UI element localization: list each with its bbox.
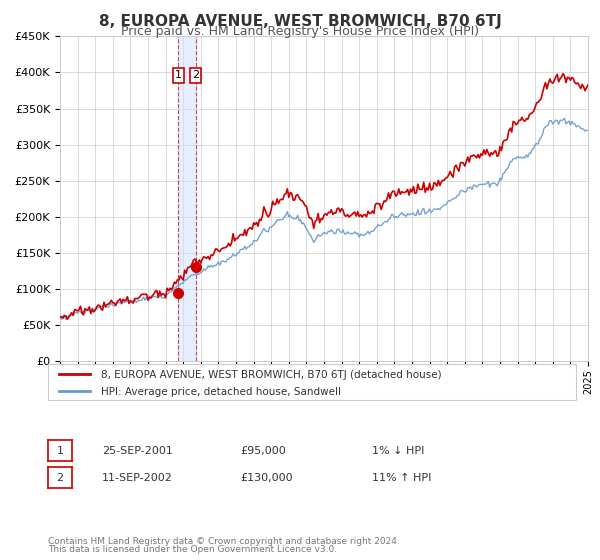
Text: 2: 2 — [192, 71, 199, 81]
Text: Price paid vs. HM Land Registry's House Price Index (HPI): Price paid vs. HM Land Registry's House … — [121, 25, 479, 38]
Text: HPI: Average price, detached house, Sandwell: HPI: Average price, detached house, Sand… — [101, 387, 341, 397]
Text: 1: 1 — [175, 71, 182, 81]
Text: £95,000: £95,000 — [240, 446, 286, 456]
Text: 8, EUROPA AVENUE, WEST BROMWICH, B70 6TJ: 8, EUROPA AVENUE, WEST BROMWICH, B70 6TJ — [98, 14, 502, 29]
Text: This data is licensed under the Open Government Licence v3.0.: This data is licensed under the Open Gov… — [48, 545, 337, 554]
Text: 1% ↓ HPI: 1% ↓ HPI — [372, 446, 424, 456]
Text: Contains HM Land Registry data © Crown copyright and database right 2024.: Contains HM Land Registry data © Crown c… — [48, 537, 400, 546]
Text: 8, EUROPA AVENUE, WEST BROMWICH, B70 6TJ (detached house): 8, EUROPA AVENUE, WEST BROMWICH, B70 6TJ… — [101, 370, 442, 380]
Bar — [178, 36, 196, 361]
Text: 2: 2 — [56, 473, 64, 483]
Text: £130,000: £130,000 — [240, 473, 293, 483]
Text: 11-SEP-2002: 11-SEP-2002 — [102, 473, 173, 483]
Text: 1: 1 — [56, 446, 64, 456]
Text: 25-SEP-2001: 25-SEP-2001 — [102, 446, 173, 456]
Text: 11% ↑ HPI: 11% ↑ HPI — [372, 473, 431, 483]
